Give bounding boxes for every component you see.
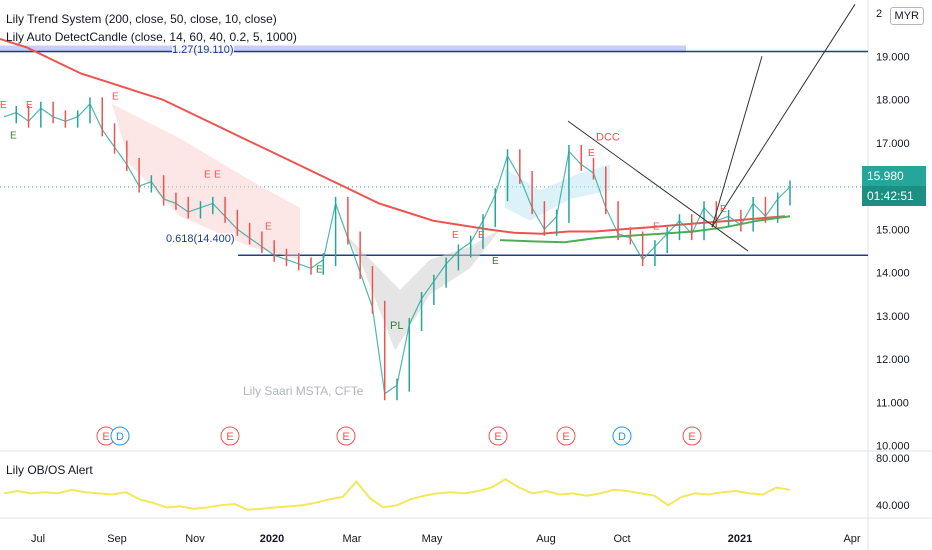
event-marker [220,426,240,446]
pattern-label-e: E [316,265,323,276]
fib-label-0618: 0.618(14.400) [166,233,235,245]
x-tick-label: Oct [613,533,630,545]
event-marker [336,426,356,446]
fib-label-127: 1.27(19.110) [172,44,234,56]
projection-arrow-1 [711,56,763,228]
legend-trend-system: Lily Trend System (200, close, 50, close… [6,12,277,26]
pattern-label-e: E [452,230,459,241]
event-marker-label: E [494,431,501,443]
y-tick-label: 17.000 [876,138,910,150]
pattern-label-e: E [26,100,33,111]
x-tick-label: 2020 [260,533,284,545]
x-tick-label: Sep [107,533,127,545]
ma-200-line [0,37,786,235]
pattern-label-e: E [204,169,211,180]
pattern-label-e: E [112,92,119,103]
cloud-red [112,103,300,260]
pattern-label-e: E [478,230,485,241]
event-marker [556,426,576,446]
osc-tick-label: 40.000 [876,500,910,512]
event-marker-label: D [116,431,124,443]
pattern-label-e: E [720,204,727,215]
y-tick-label: 11.000 [876,397,909,409]
pattern-label-e: E [214,169,221,180]
y-tick-label: 10.000 [876,441,910,453]
event-marker-label: E [102,431,109,443]
y-tick-label: 2 [876,8,882,20]
cloud-grey [345,229,500,351]
y-tick-label: 14.000 [876,268,910,280]
y-tick-label: 18.000 [876,95,910,107]
pattern-label-e: E [588,148,595,159]
x-tick-label: Nov [185,533,205,545]
pattern-label-e: E [492,256,499,267]
event-marker [682,426,702,446]
projection-arrow-2 [711,4,856,228]
y-tick-label: 19.000 [876,51,910,63]
event-marker-label: E [342,431,349,443]
osc-tick-label: 80.000 [876,453,910,465]
currency-button[interactable]: MYR [889,7,924,25]
event-marker-label: E [688,431,695,443]
y-tick-label: 13.000 [876,311,910,323]
event-marker-label: E [226,431,233,443]
pattern-label-dcc: DCC [596,132,620,144]
countdown-tag: 01:42:51 [862,186,926,206]
watermark: Lily Saari MSTA, CFTe [243,384,364,398]
x-tick-label: May [422,533,443,545]
fib-band-127 [0,45,686,53]
y-tick-label: 15.000 [876,224,910,236]
pattern-label-e: E [0,100,7,111]
last-price-tag: 15.980 [862,166,926,186]
legend-oscillator: Lily OB/OS Alert [6,463,93,477]
x-tick-label: Mar [343,533,362,545]
pattern-label-e: E [653,221,660,232]
legend-auto-detect: Lily Auto DetectCandle (close, 14, 60, 4… [6,30,297,44]
event-marker [488,426,508,446]
event-marker-label: D [618,431,626,443]
x-tick-label: 2021 [728,533,752,545]
y-tick-label: 12.000 [876,354,910,366]
osc-line [3,478,791,511]
x-tick-label: Jul [31,533,45,545]
pattern-label-pl: PL [390,320,403,332]
pattern-label-e: E [265,221,272,232]
x-tick-label: Aug [536,533,556,545]
price-pane [0,0,868,450]
x-tick-label: Apr [843,533,860,545]
event-marker-label: E [562,431,569,443]
event-marker [612,426,632,446]
trendline-down [567,120,749,252]
event-marker [110,426,130,446]
pattern-label-e: E [10,130,17,141]
